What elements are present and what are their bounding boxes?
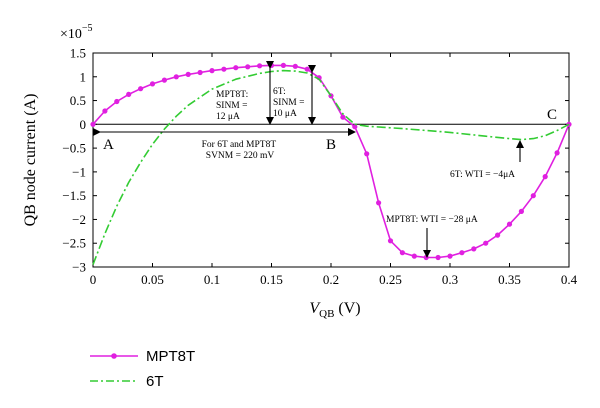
x-tick-label: 0.05 — [141, 272, 164, 287]
series-point-mpt8t — [483, 240, 489, 246]
series-point-mpt8t — [435, 254, 441, 261]
series-point-mpt8t — [209, 68, 215, 74]
series-point-mpt8t — [387, 238, 394, 244]
series-point-mpt8t — [90, 121, 96, 127]
series-point-mpt8t — [280, 62, 286, 68]
x-axis-title-unit: (V) — [334, 300, 360, 317]
series-point-mpt8t — [423, 254, 429, 261]
series-point-mpt8t — [197, 69, 203, 76]
series-point-mpt8t — [185, 71, 191, 77]
series-point-mpt8t — [364, 151, 370, 157]
series-point-mpt8t — [257, 63, 263, 69]
series-point-mpt8t — [495, 232, 501, 238]
y-multiplier-base: ×10 — [60, 27, 82, 42]
legend-mpt8t-label: MPT8T — [146, 348, 195, 365]
series-point-mpt8t — [459, 250, 465, 256]
series-point-mpt8t — [411, 253, 417, 259]
series-point-mpt8t — [292, 63, 298, 69]
legend: MPT8T 6T — [90, 348, 195, 390]
series-point-mpt8t — [447, 253, 453, 259]
y-tick-label: −2.5 — [62, 236, 86, 251]
y-tick-label: 1 — [80, 69, 87, 84]
series-point-mpt8t — [114, 98, 120, 105]
y-axis-tick-labels: 1.5 1 0.5 0 −0.5 −1 −1.5 −2 −2.5 −3 — [62, 46, 86, 275]
y-tick-label: 0 — [80, 117, 87, 132]
series-point-mpt8t — [554, 150, 560, 156]
x-tick-label: 0.35 — [498, 272, 521, 287]
series-point-mpt8t — [530, 193, 536, 199]
annotation-arrows — [93, 61, 524, 258]
series-point-mpt8t — [102, 108, 108, 114]
series-point-mpt8t — [233, 65, 239, 71]
y-tick-label: −2 — [72, 212, 86, 227]
x-axis-ticks — [92, 53, 570, 267]
y-tick-label: −3 — [72, 260, 86, 275]
point-c-label: C — [547, 107, 557, 123]
x-tick-label: 0 — [90, 272, 97, 287]
series-point-mpt8t — [506, 221, 513, 227]
sixt-wti-label: 6T: WTI = −4μA — [450, 170, 515, 180]
x-axis-title: VQB (V) — [309, 300, 360, 320]
x-tick-label: 0.4 — [561, 272, 578, 287]
series-point-mpt8t — [161, 77, 167, 83]
series-point-mpt8t — [340, 114, 346, 120]
series-point-mpt8t — [173, 74, 179, 80]
y-tick-label: 0.5 — [70, 93, 86, 108]
series-point-mpt8t — [399, 250, 405, 256]
svnm-label: For 6T and MPT8T SVNM = 220 mV — [202, 140, 279, 161]
legend-6t-label: 6T — [146, 373, 164, 390]
series-point-mpt8t — [221, 66, 227, 72]
x-axis-title-sub: QB — [319, 308, 334, 320]
x-axis-title-main: V — [309, 300, 321, 317]
series-point-mpt8t — [304, 66, 310, 72]
sixt-sinm-label: 6T: SINM = 10 μA — [273, 87, 307, 119]
y-multiplier: ×10−5 — [60, 23, 93, 42]
x-tick-label: 0.25 — [379, 272, 402, 287]
y-multiplier-exp: −5 — [82, 23, 93, 34]
x-tick-label: 0.2 — [323, 272, 339, 287]
series-point-mpt8t — [376, 200, 382, 206]
y-tick-label: −1.5 — [62, 188, 86, 203]
series-point-mpt8t — [471, 246, 477, 252]
x-tick-label: 0.15 — [260, 272, 283, 287]
series-point-mpt8t — [149, 81, 156, 87]
series-line-6t — [92, 69, 570, 265]
series-point-mpt8t — [542, 174, 548, 180]
y-tick-label: 1.5 — [70, 46, 86, 61]
mpt8t-sinm-label: MPT8T: SINM = 12 μA — [216, 90, 251, 122]
legend-mpt8t-marker — [111, 353, 117, 359]
series-point-mpt8t — [138, 86, 144, 92]
mpt8t-wti-label: MPT8T: WTI = −28 μA — [386, 215, 478, 225]
series-point-mpt8t — [518, 208, 525, 214]
y-axis-title: QB node current (A) — [22, 94, 39, 227]
x-tick-label: 0.1 — [204, 272, 220, 287]
y-tick-label: −1 — [72, 164, 86, 179]
series-point-mpt8t — [245, 64, 251, 70]
series-point-mpt8t — [268, 62, 275, 68]
x-tick-label: 0.3 — [442, 272, 458, 287]
x-axis-tick-labels: 0 0.05 0.1 0.15 0.2 0.25 0.3 0.35 0.4 — [90, 272, 578, 287]
series-point-mpt8t — [126, 91, 132, 97]
point-b-label: B — [326, 137, 336, 153]
point-a-label: A — [103, 137, 114, 153]
y-tick-label: −0.5 — [62, 141, 86, 156]
series-layer — [90, 62, 572, 265]
